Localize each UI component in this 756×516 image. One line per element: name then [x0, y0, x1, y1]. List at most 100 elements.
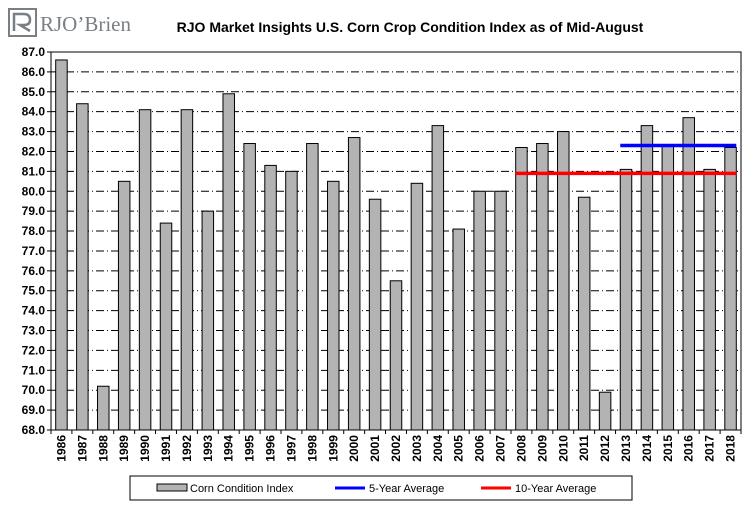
x-tick-label: 2016 — [682, 435, 696, 462]
y-tick-label: 69.0 — [22, 403, 46, 417]
legend-box — [129, 475, 633, 501]
bar-1998 — [306, 143, 319, 431]
x-axis: 1986 1987 1988 1989 1990 1991 1992 1993 1994 1995… — [50, 430, 742, 462]
x-tick-label: 1993 — [201, 435, 215, 462]
x-tick-label: 1990 — [138, 435, 152, 462]
x-tick-label: 2002 — [389, 435, 403, 462]
x-tick-label: 2015 — [661, 435, 675, 462]
x-tick-label: 1996 — [264, 435, 278, 462]
y-tick-label: 74.0 — [22, 304, 46, 318]
x-tick-label: 2011 — [577, 435, 591, 461]
y-tick-label: 82.0 — [22, 144, 46, 158]
x-tick-label: 2006 — [473, 435, 487, 462]
x-tick-label: 1987 — [75, 435, 89, 462]
y-tick-label: 83.0 — [22, 125, 46, 139]
y-tick-label: 85.0 — [22, 85, 46, 99]
chart-title: RJO Market Insights U.S. Corn Crop Condi… — [177, 19, 644, 35]
y-tick-label: 73.0 — [22, 324, 46, 338]
bar-2001 — [368, 198, 382, 431]
y-tick-label: 76.0 — [22, 264, 46, 278]
x-tick-label: 2010 — [556, 435, 570, 462]
x-tick-label: 1995 — [243, 435, 257, 462]
y-tick-label: 75.0 — [22, 284, 46, 298]
legend-label-10yr: 10-Year Average — [515, 483, 596, 495]
bar-2013 — [619, 168, 633, 431]
x-tick-label: 2003 — [410, 435, 424, 462]
y-tick-label: 86.0 — [22, 65, 46, 79]
x-tick-label: 1988 — [96, 435, 110, 462]
bar-1990 — [138, 109, 152, 431]
bar-2014 — [640, 125, 654, 431]
y-tick-label: 81.0 — [22, 164, 46, 178]
bar-2009 — [536, 143, 549, 431]
x-tick-label: 2001 — [368, 435, 382, 462]
x-tick-label: 1997 — [284, 435, 298, 462]
bar-1996 — [264, 164, 277, 431]
bar-2015 — [661, 145, 675, 431]
x-tick-label: 2014 — [640, 435, 654, 462]
bar-2018 — [724, 146, 737, 431]
bar-1992 — [180, 109, 194, 431]
bar-2017 — [703, 168, 716, 431]
bar-1986 — [55, 59, 68, 431]
bar-2011 — [577, 196, 591, 431]
bar-2007 — [494, 190, 507, 431]
x-tick-label: 1992 — [180, 435, 194, 462]
y-tick-label: 72.0 — [22, 343, 46, 357]
x-tick-label: 1998 — [305, 435, 319, 462]
logo-mark-shape — [12, 12, 32, 33]
x-tick-label: 2009 — [535, 435, 549, 462]
x-tick-label: 2000 — [347, 435, 361, 462]
x-tick-label: 2005 — [452, 435, 466, 462]
x-tick-label: 2013 — [619, 435, 633, 462]
y-tick-label: 79.0 — [22, 204, 46, 218]
bar-2012 — [598, 391, 612, 431]
average-lines — [515, 143, 737, 176]
y-tick-label: 71.0 — [22, 363, 46, 377]
bar-2003 — [410, 182, 424, 431]
bar-2004 — [431, 125, 445, 431]
legend-swatch-bar — [156, 483, 188, 492]
y-tick-label: 84.0 — [22, 105, 46, 119]
legend-label-corn-index: Corn Condition Index — [190, 483, 294, 495]
x-tick-label: 1989 — [117, 435, 131, 462]
bar-1989 — [117, 180, 131, 431]
bar-2006 — [473, 190, 486, 431]
legend-label-5yr: 5-Year Average — [369, 483, 444, 495]
bar-2005 — [452, 228, 465, 431]
bar-1997 — [285, 170, 298, 431]
y-tick-label: 77.0 — [22, 244, 46, 258]
y-axis: 68.0 69.0 70.0 71.0 72.0 73.0 74.0 75.0 76.0 77.0… — [22, 45, 51, 437]
x-tick-label: 1991 — [159, 435, 173, 462]
company-logo: RJO’Brien — [8, 8, 131, 37]
x-tick-label: 2007 — [494, 435, 508, 462]
bar-1987 — [76, 103, 89, 431]
x-tick-label: 1999 — [326, 435, 340, 462]
bar-2000 — [347, 137, 361, 431]
legend: Corn Condition Index 5-Year Average 10-Y… — [129, 475, 633, 501]
bar-2002 — [389, 280, 403, 431]
y-tick-label: 87.0 — [22, 45, 46, 59]
bars — [55, 59, 737, 431]
bar-1988 — [97, 385, 110, 431]
bar-1999 — [327, 180, 340, 431]
x-tick-label: 2008 — [514, 435, 528, 462]
bar-2016 — [682, 117, 695, 431]
x-tick-label: 2017 — [703, 435, 717, 462]
bar-1991 — [159, 222, 173, 431]
logo-text: RJO’Brien — [40, 12, 131, 36]
x-tick-label: 2018 — [724, 435, 738, 462]
bar-1995 — [243, 143, 256, 431]
x-tick-label: 1986 — [54, 435, 68, 462]
x-tick-label: 2004 — [431, 435, 445, 462]
y-tick-label: 80.0 — [22, 184, 46, 198]
y-tick-label: 78.0 — [22, 224, 46, 238]
x-tick-label: 1994 — [222, 435, 236, 462]
bar-2008 — [515, 146, 528, 431]
bar-1994 — [222, 93, 235, 431]
y-tick-label: 68.0 — [22, 423, 46, 437]
bar-2010 — [557, 131, 570, 431]
x-tick-label: 2012 — [598, 435, 612, 462]
bar-1993 — [201, 210, 215, 431]
